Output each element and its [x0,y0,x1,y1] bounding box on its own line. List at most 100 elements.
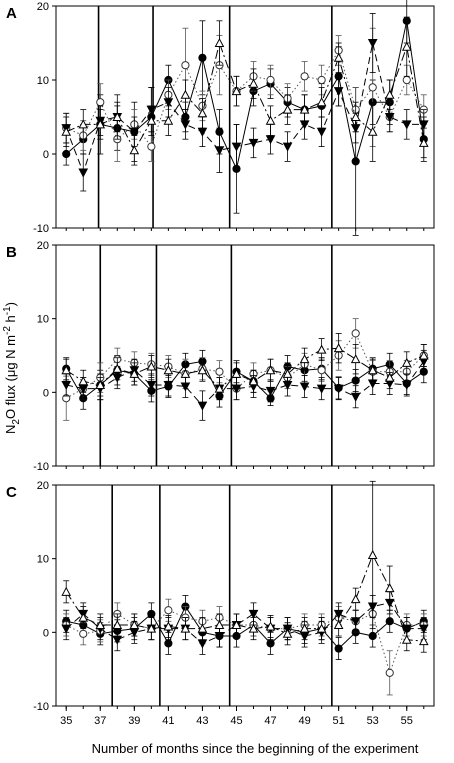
data-point-open-triangle [367,126,378,136]
data-point-open-triangle [197,365,208,375]
data-point-open-triangle [129,145,140,155]
y-axis-title: N2O flux (μg N m-2 h-1) [2,302,22,434]
data-point-open-circle [266,75,275,85]
data-point-open-triangle [231,86,242,96]
data-point-open-triangle [163,621,174,631]
data-point-open-triangle [401,634,412,644]
data-point-open-triangle [265,621,276,631]
data-point-filled-triangle [367,39,378,49]
data-point-open-circle [351,329,360,338]
data-point-open-triangle [282,104,293,114]
panel-c: -10 0 10 20 35 37 39 41 43 45 47 49 51 53 55 C [6,480,435,727]
data-point-open-triangle [78,119,89,129]
data-point-open-triangle [129,368,140,378]
x-tick-label: 43 [196,715,208,727]
data-point-open-circle [96,98,105,107]
data-point-open-triangle [197,108,208,118]
data-point-open-triangle [146,623,157,633]
data-point-filled-triangle [418,624,429,634]
data-point-open-triangle [418,137,429,147]
plot-frame [55,244,435,467]
data-point-open-triangle [180,89,191,99]
data-point-open-triangle [401,41,412,51]
data-point-filled-triangle [350,392,361,402]
data-point-open-triangle [61,126,72,136]
data-point-open-triangle [367,549,378,559]
series-line [66,41,425,152]
data-point-filled-triangle [197,401,208,411]
data-point-open-triangle [248,623,259,633]
y-tick-label: -10 [33,461,49,473]
data-point-filled-triangle [401,380,412,391]
series-line [65,20,425,171]
x-tick-label: 45 [230,715,242,727]
data-point-open-triangle [333,52,344,62]
data-point-filled-circle [351,157,360,166]
data-point-open-triangle [299,623,310,633]
data-point-filled-triangle [78,168,89,178]
data-point-filled-circle [62,149,71,159]
data-point-open-triangle [350,354,361,364]
data-point-open-triangle [367,365,378,375]
data-point-open-triangle [418,350,429,360]
panel-label: C [6,484,17,501]
y-tick-label: 0 [43,149,49,161]
data-point-filled-triangle [350,617,361,627]
data-point-filled-triangle [129,127,140,137]
data-point-open-triangle [333,343,344,353]
data-point-open-triangle [61,365,72,375]
data-point-open-circle [181,61,190,70]
data-point-open-triangle [418,636,429,646]
x-tick-label: 47 [264,715,276,727]
panel-b: -10 0 10 20 B [6,240,435,473]
data-point-open-circle [147,142,156,151]
y-tick-label: 20 [37,1,49,13]
data-point-filled-triangle [248,609,259,619]
data-point-filled-triangle [418,120,429,130]
data-point-filled-triangle [197,127,208,137]
data-point-open-circle [79,629,88,638]
panel-label: A [6,5,17,22]
y-tick-label: 20 [37,240,49,252]
series-line [65,42,424,174]
data-point-open-triangle [248,376,259,386]
data-point-open-triangle [95,379,106,389]
data-point-open-triangle [112,363,123,373]
data-point-open-triangle [333,619,344,629]
data-point-open-triangle [316,623,327,633]
data-point-open-triangle [180,368,191,378]
data-point-open-triangle [112,111,123,121]
x-tick-label: 55 [401,715,413,727]
data-point-open-triangle [78,376,89,386]
data-point-filled-triangle [112,635,123,645]
data-point-open-triangle [95,119,106,129]
x-tick-label: 49 [298,715,310,727]
data-point-filled-circle [351,376,360,385]
x-tick-label: 51 [333,715,345,727]
y-tick-label: 20 [37,480,49,492]
data-point-filled-triangle [146,380,157,391]
data-point-filled-triangle [384,113,395,123]
x-tick-label: 35 [60,715,72,727]
data-point-open-triangle [95,619,106,629]
data-point-filled-triangle [333,87,344,97]
data-point-open-circle [164,606,173,615]
series-4 [61,332,429,401]
series-4 [61,16,429,166]
series-line [66,605,424,650]
data-point-filled-triangle [299,382,310,392]
data-point-open-triangle [214,383,225,393]
series-line [65,602,424,644]
data-point-filled-triangle [316,384,327,394]
data-point-open-circle [300,72,309,81]
x-tick-label: 53 [367,715,379,727]
data-point-filled-triangle [180,120,191,130]
x-tick-label: 41 [162,715,174,727]
data-point-open-triangle [282,368,293,378]
data-point-open-triangle [146,115,157,125]
data-point-open-triangle [214,619,225,629]
data-point-open-triangle [78,612,89,622]
data-point-open-circle [215,367,224,376]
data-point-open-triangle [61,586,72,596]
y-tick-label: 10 [37,314,49,326]
